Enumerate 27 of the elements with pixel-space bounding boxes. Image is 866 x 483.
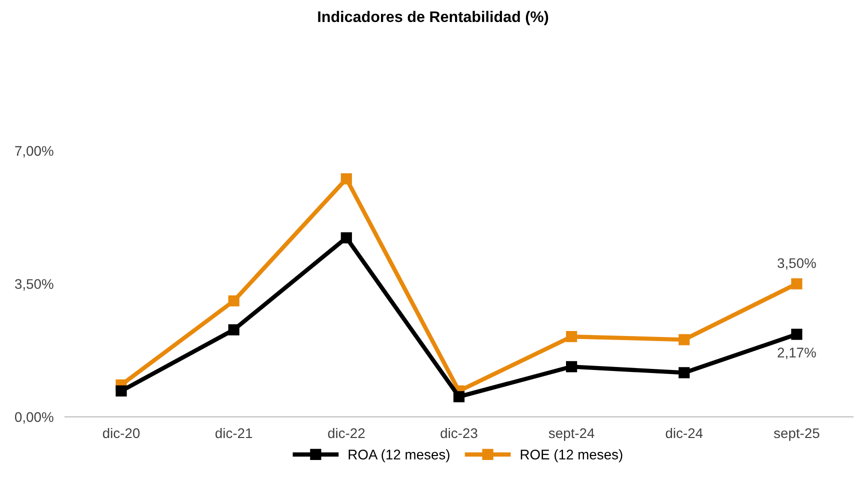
point	[453, 391, 465, 402]
point	[228, 324, 240, 336]
data-label: 3,50%	[778, 258, 816, 270]
x-tick-label: dic-20	[102, 428, 140, 438]
legend-label: ROA (12 meses)	[348, 449, 450, 462]
y-tick-label: 7,00%	[15, 146, 54, 158]
point	[791, 278, 802, 290]
point	[566, 361, 578, 372]
point	[791, 328, 802, 340]
point	[228, 295, 240, 306]
point	[678, 334, 690, 346]
x-tick-label: dic-23	[440, 428, 478, 438]
point	[678, 367, 690, 378]
point	[566, 331, 578, 342]
y-tick-label: 0,00%	[15, 412, 54, 424]
x-tick-label: sept-24	[548, 428, 594, 441]
x-tick-label: dic-22	[328, 428, 365, 438]
legend-label: ROE (12 meses)	[520, 449, 622, 462]
x-tick-label: dic-21	[215, 428, 252, 438]
data-label: 2,17%	[778, 348, 816, 360]
y-tick-label: 3,50%	[14, 279, 54, 291]
point	[340, 232, 352, 244]
chart-title: Indicadores de Rentabilidad (%)	[318, 10, 548, 26]
x-tick-label: dic-24	[666, 428, 703, 438]
point	[340, 173, 352, 184]
point	[116, 385, 127, 397]
x-tick-label: sept-25	[774, 428, 820, 441]
